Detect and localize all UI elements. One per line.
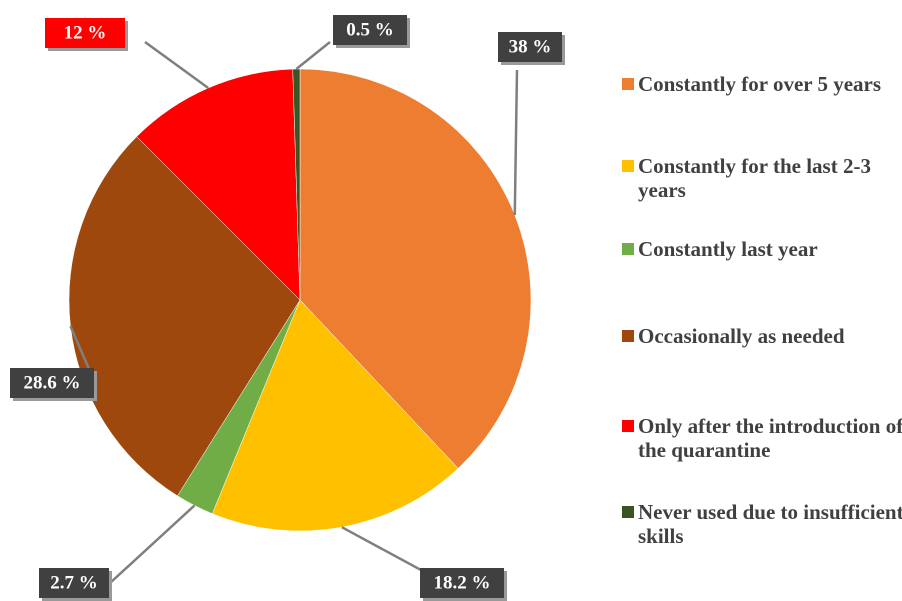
legend-swatch — [622, 420, 634, 432]
legend-item: Occasionally as needed — [622, 324, 902, 348]
legend-label: Constantly last year — [638, 237, 818, 261]
leader-line — [109, 504, 196, 584]
legend-swatch — [622, 78, 634, 90]
legend-swatch — [622, 330, 634, 342]
legend-item: Never used due to insufficient skills — [622, 500, 902, 548]
data-label: 18.2 % — [434, 572, 491, 593]
legend-swatch — [622, 160, 634, 172]
label-box — [498, 32, 562, 62]
leader-line — [513, 69, 519, 215]
legend-label: Only after the introduction of the quara… — [638, 414, 902, 462]
pie-slice — [299, 68, 532, 469]
leader-line — [144, 40, 209, 90]
pie-slice — [292, 68, 301, 301]
data-label: 38 % — [509, 36, 552, 57]
legend-swatch — [622, 506, 634, 518]
label-box — [420, 568, 504, 598]
legend-item: Constantly for the last 2-3 years — [622, 154, 902, 202]
legend-item: Only after the introduction of the quara… — [622, 414, 902, 462]
pie-slice — [211, 299, 459, 532]
label-box — [45, 18, 125, 48]
data-label: 0.5 % — [346, 19, 394, 40]
legend-item: Constantly last year — [622, 237, 902, 261]
data-label: 2.7 % — [50, 572, 98, 593]
legend-label: Occasionally as needed — [638, 324, 845, 348]
data-label: 28.6 % — [24, 372, 81, 393]
legend-label: Constantly for the last 2-3 years — [638, 154, 871, 202]
legend-label: Never used due to insufficient skills — [638, 500, 902, 548]
label-box — [10, 368, 94, 398]
legend-item: Constantly for over 5 years — [622, 72, 902, 96]
legend-label: Constantly for over 5 years — [638, 72, 882, 96]
label-box — [39, 568, 109, 598]
label-box — [333, 15, 407, 45]
leader-line — [295, 41, 331, 71]
data-label: 12 % — [64, 22, 107, 43]
legend-swatch — [622, 243, 634, 255]
